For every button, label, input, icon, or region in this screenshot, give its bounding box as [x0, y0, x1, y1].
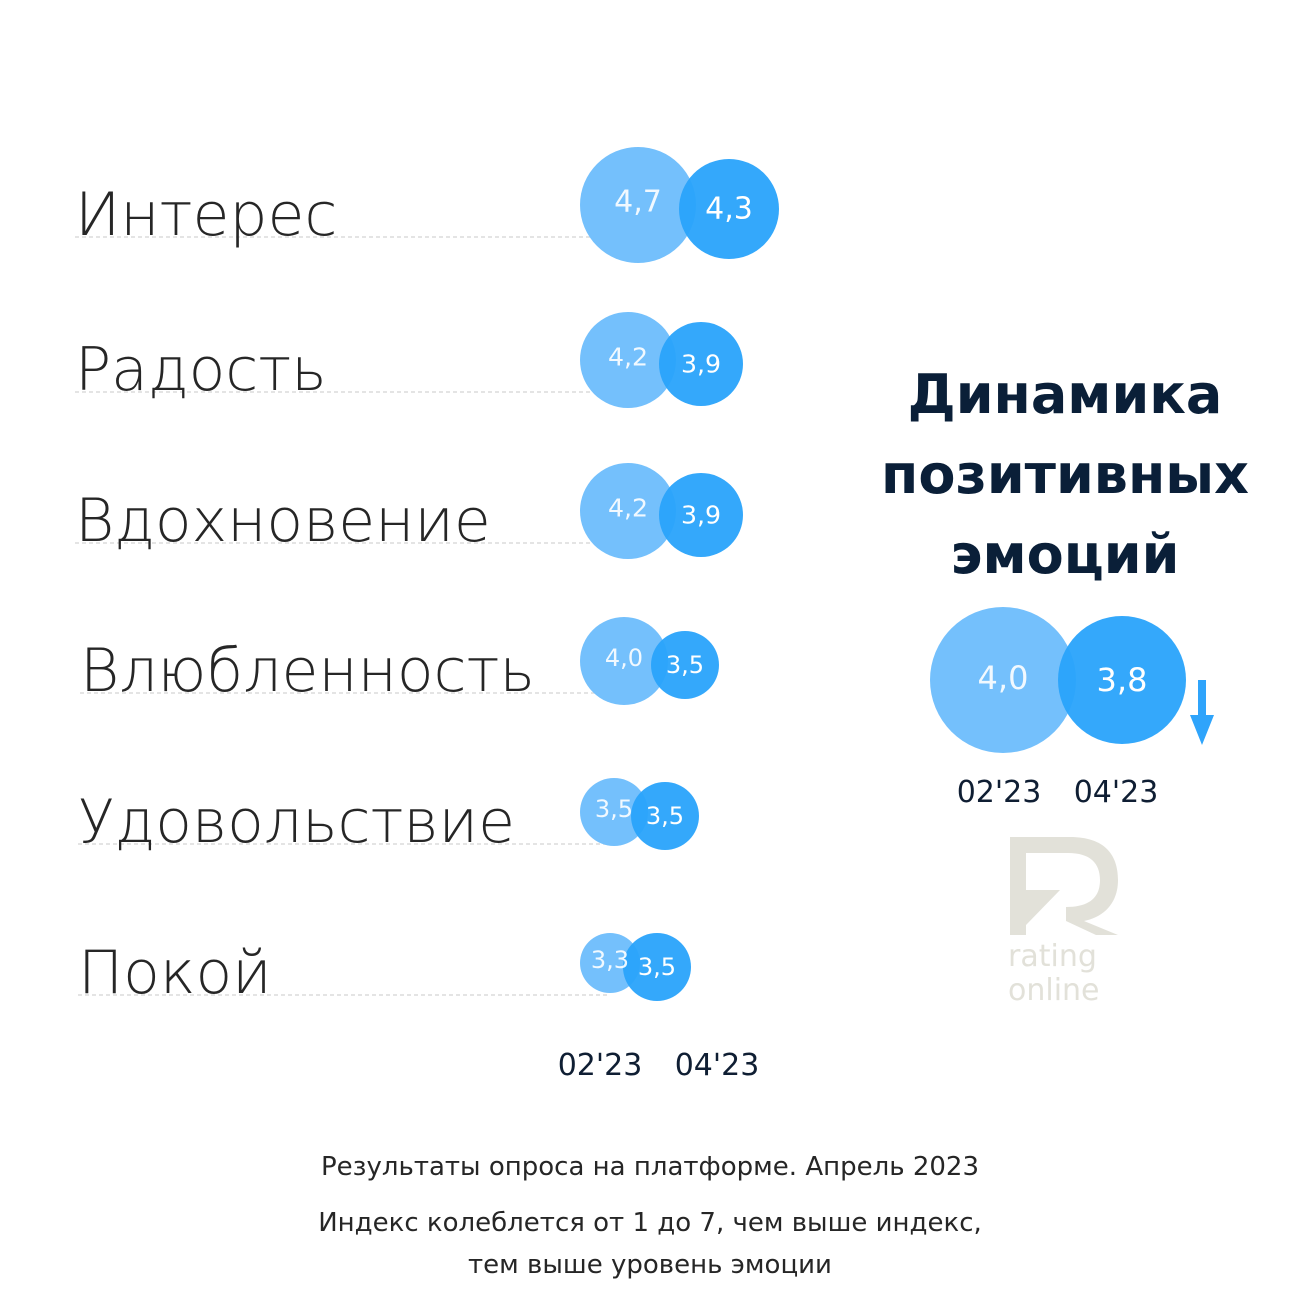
- logo-text: rating online: [1008, 940, 1128, 1008]
- value-label-0423: 3,5: [646, 802, 684, 830]
- emotion-label: Удовольствие: [78, 787, 515, 857]
- bubble-0223: [580, 147, 696, 263]
- emotion-row: Радость 4,2 3,9: [75, 312, 743, 408]
- logo-line-1: rating: [1008, 939, 1097, 974]
- summary-bubble-0423: [1058, 616, 1186, 744]
- summary-bubble-0223: [930, 607, 1076, 753]
- value-label-0423: 3,5: [666, 651, 704, 679]
- bubble-0223: [580, 312, 676, 408]
- title-line-1: Динамика: [907, 363, 1223, 426]
- value-label-0223: 4,2: [608, 494, 648, 523]
- logo-line-2: online: [1008, 973, 1100, 1008]
- rating-online-logo-icon: [1010, 837, 1118, 935]
- emotion-row: Влюбленность 4,0 3,5: [80, 617, 719, 706]
- period-label-0223: 02'23: [558, 1048, 643, 1083]
- emotion-row: Интерес 4,7 4,3: [75, 147, 779, 263]
- emotion-row: Вдохновение 4,2 3,9: [75, 463, 743, 559]
- summary-period-label-0223: 02'23: [957, 775, 1042, 810]
- value-label-0223: 3,5: [595, 795, 633, 823]
- emotion-label: Влюбленность: [80, 636, 535, 706]
- emotion-label: Покой: [78, 938, 272, 1008]
- bubble-0423: [659, 322, 743, 406]
- value-label-0423: 3,9: [681, 350, 721, 379]
- emotion-label: Вдохновение: [75, 486, 491, 556]
- bubble-0223: [580, 463, 676, 559]
- emotion-label: Интерес: [75, 180, 337, 250]
- bubble-0423: [659, 473, 743, 557]
- value-label-0223: 4,2: [608, 343, 648, 372]
- title-line-3: эмоций: [950, 523, 1180, 586]
- summary-value-0423: 3,8: [1097, 661, 1148, 699]
- value-label-0423: 3,5: [638, 953, 676, 981]
- emotion-row: Удовольствие 3,5 3,5: [78, 778, 699, 857]
- emotion-label: Радость: [75, 335, 327, 405]
- chart-title: Динамика позитивных эмоций: [850, 355, 1280, 595]
- bubble-0423: [679, 159, 779, 259]
- emotion-row: Покой 3,3 3,5: [78, 933, 691, 1008]
- summary-period-label-0423: 04'23: [1074, 775, 1159, 810]
- value-label-0223: 4,7: [614, 185, 662, 220]
- value-label-0423: 4,3: [705, 192, 753, 227]
- bubble-0423: [623, 933, 691, 1001]
- period-label-0423: 04'23: [675, 1048, 760, 1083]
- footer-source: Результаты опроса на платформе. Апрель 2…: [321, 1152, 979, 1182]
- value-label-0223: 3,3: [591, 946, 629, 974]
- value-label-0223: 4,0: [605, 644, 643, 672]
- bubble-0223: [580, 617, 668, 705]
- bubble-0423: [651, 631, 719, 699]
- footer-note-line-1: Индекс колеблется от 1 до 7, чем выше ин…: [318, 1208, 982, 1238]
- bubble-0423: [631, 782, 699, 850]
- summary-value-0223: 4,0: [978, 659, 1029, 697]
- value-label-0423: 3,9: [681, 501, 721, 530]
- trend-down-arrow-icon: [1190, 680, 1214, 745]
- title-line-2: позитивных: [881, 443, 1249, 506]
- footer-note-line-2: тем выше уровень эмоции: [468, 1250, 832, 1280]
- bubble-0223: [580, 778, 648, 846]
